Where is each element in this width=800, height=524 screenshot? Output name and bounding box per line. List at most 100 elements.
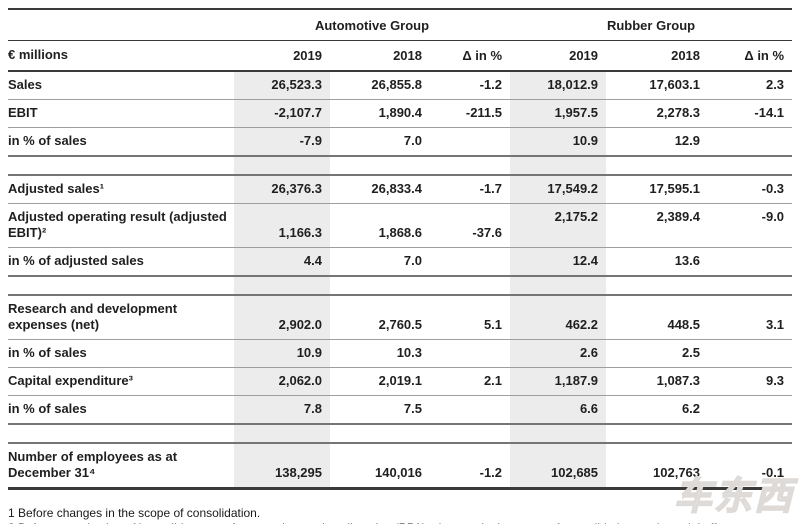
col-header-auto-2018: 2018 [330, 40, 430, 72]
value-cell: 4.4 [234, 247, 330, 277]
spacer-cell [606, 276, 709, 296]
row-label: Adjusted operating result (adjusted EBIT… [8, 203, 234, 248]
row-label: Adjusted sales¹ [8, 175, 234, 204]
value-cell: -14.1 [708, 99, 793, 128]
value-cell: 2,389.4 [606, 203, 709, 248]
table-row-employees: Number of employees as at December 31⁴ 1… [8, 443, 793, 490]
value-cell: 7.5 [330, 395, 430, 425]
value-cell: 1,187.9 [510, 367, 607, 396]
value-cell: 1,957.5 [510, 99, 607, 128]
row-label: in % of adjusted sales [8, 247, 234, 277]
value-cell: 1,890.4 [330, 99, 430, 128]
value-cell: -211.5 [430, 99, 511, 128]
col-header-rubber-2018: 2018 [606, 40, 709, 72]
empty-corner-cell [8, 9, 234, 41]
value-cell [430, 127, 511, 157]
spacer-cell [330, 156, 430, 176]
value-cell: 2,175.2 [510, 203, 607, 248]
spacer-cell [708, 276, 793, 296]
value-cell: 7.8 [234, 395, 330, 425]
row-label: Number of employees as at December 31⁴ [8, 443, 234, 490]
row-label: in % of sales [8, 127, 234, 157]
table-row-adjusted-sales: Adjusted sales¹ 26,376.3 26,833.4 -1.7 1… [8, 175, 793, 204]
row-label: Sales [8, 71, 234, 100]
value-cell: 1,087.3 [606, 367, 709, 396]
col-header-rubber-delta: Δ in % [708, 40, 793, 72]
value-cell: 26,855.8 [330, 71, 430, 100]
spacer-cell [8, 156, 234, 176]
table-row-pct-of-adjusted-sales: in % of adjusted sales 4.4 7.0 12.4 13.6 [8, 247, 793, 277]
row-label: Research and development expenses (net) [8, 295, 234, 340]
value-cell: 6.2 [606, 395, 709, 425]
spacer-cell [234, 156, 330, 176]
value-cell: -1.2 [430, 71, 511, 100]
value-cell: -9.0 [708, 203, 793, 248]
unit-label: € millions [8, 40, 234, 72]
group-header-rubber: Rubber Group [510, 9, 793, 41]
value-cell: 12.4 [510, 247, 607, 277]
value-cell: 18,012.9 [510, 71, 607, 100]
spacer-cell [708, 156, 793, 176]
value-cell: 17,549.2 [510, 175, 607, 204]
row-label: in % of sales [8, 395, 234, 425]
value-cell: 3.1 [708, 295, 793, 340]
spacer-cell [606, 424, 709, 444]
value-cell: 26,523.3 [234, 71, 330, 100]
footnote-1: 1 Before changes in the scope of consoli… [8, 506, 261, 520]
value-cell: 2.3 [708, 71, 793, 100]
value-cell: 448.5 [606, 295, 709, 340]
value-cell: 7.0 [330, 247, 430, 277]
value-cell: 1,868.6 [330, 203, 430, 248]
value-cell [430, 247, 511, 277]
row-label: in % of sales [8, 339, 234, 368]
value-cell [708, 395, 793, 425]
spacer-row [8, 156, 793, 176]
value-cell: 2,902.0 [234, 295, 330, 340]
spacer-cell [510, 156, 607, 176]
value-cell [708, 247, 793, 277]
value-cell: 17,603.1 [606, 71, 709, 100]
col-header-rubber-2019: 2019 [510, 40, 607, 72]
spacer-cell [708, 424, 793, 444]
value-cell: 462.2 [510, 295, 607, 340]
spacer-cell [606, 156, 709, 176]
value-cell: -37.6 [430, 203, 511, 248]
spacer-cell [330, 424, 430, 444]
value-cell: 1,166.3 [234, 203, 330, 248]
row-label: Capital expenditure³ [8, 367, 234, 396]
value-cell: 2,062.0 [234, 367, 330, 396]
value-cell [430, 395, 511, 425]
value-cell: -0.3 [708, 175, 793, 204]
col-header-auto-delta: Δ in % [430, 40, 511, 72]
footnote-2: 2 Before amortization of intangible asse… [8, 521, 792, 524]
value-cell: -0.1 [708, 443, 793, 490]
column-header-row: € millions 2019 2018 Δ in % 2019 2018 Δ … [8, 40, 793, 72]
value-cell: 2,278.3 [606, 99, 709, 128]
value-cell: 26,833.4 [330, 175, 430, 204]
table-row-rnd-expenses: Research and development expenses (net) … [8, 295, 793, 340]
value-cell [708, 339, 793, 368]
col-header-auto-2019: 2019 [234, 40, 330, 72]
value-cell: 2.1 [430, 367, 511, 396]
value-cell: 2,760.5 [330, 295, 430, 340]
table-row-adjusted-ebit: Adjusted operating result (adjusted EBIT… [8, 203, 793, 248]
value-cell: 10.9 [234, 339, 330, 368]
value-cell: 102,685 [510, 443, 607, 490]
value-cell: 140,016 [330, 443, 430, 490]
value-cell: 17,595.1 [606, 175, 709, 204]
spacer-cell [330, 276, 430, 296]
spacer-cell [8, 424, 234, 444]
value-cell [430, 339, 511, 368]
value-cell: -1.2 [430, 443, 511, 490]
spacer-cell [510, 424, 607, 444]
group-header-automotive: Automotive Group [234, 9, 511, 41]
value-cell: 26,376.3 [234, 175, 330, 204]
table-row-capital-expenditure: Capital expenditure³ 2,062.0 2,019.1 2.1… [8, 367, 793, 396]
spacer-cell [430, 424, 511, 444]
value-cell: 5.1 [430, 295, 511, 340]
spacer-cell [430, 156, 511, 176]
table-row-ebit: EBIT -2,107.7 1,890.4 -211.5 1,957.5 2,2… [8, 99, 793, 128]
spacer-cell [234, 276, 330, 296]
spacer-cell [8, 276, 234, 296]
